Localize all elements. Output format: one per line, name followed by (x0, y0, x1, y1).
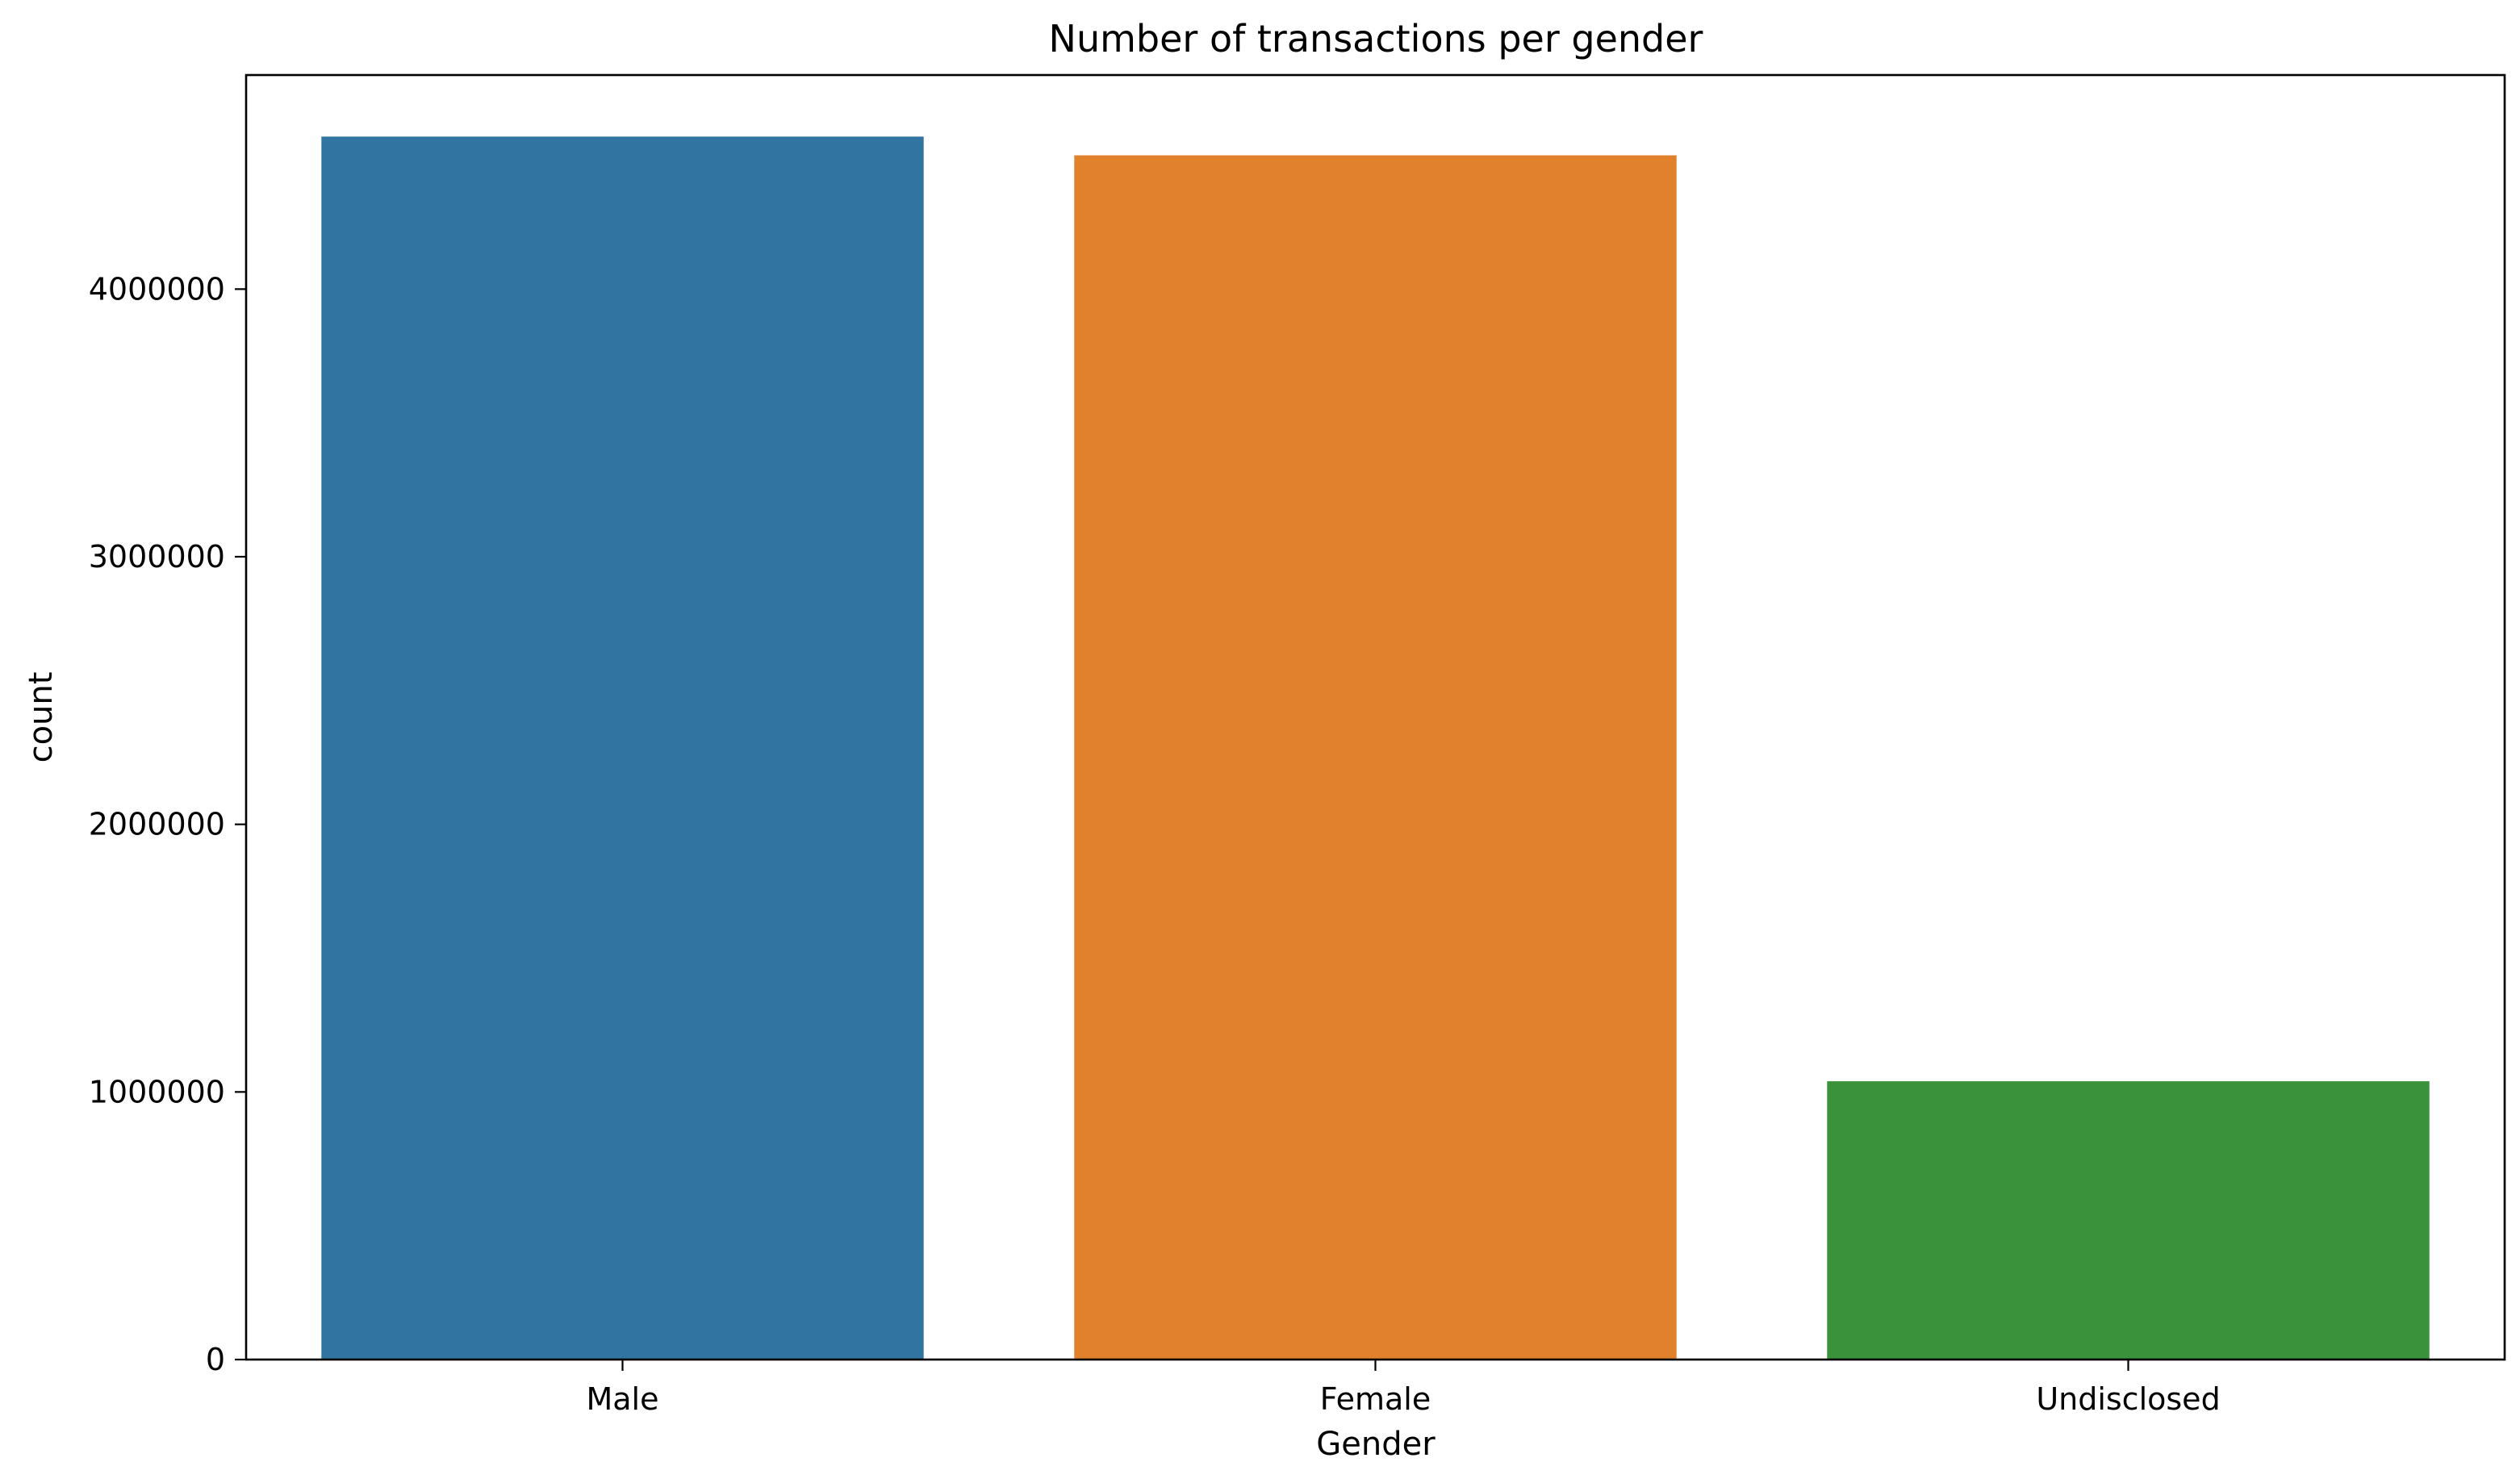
y-tick-label: 3000000 (89, 539, 225, 574)
y-tick-label: 2000000 (89, 807, 225, 842)
bar-male (321, 136, 924, 1360)
y-tick-label: 0 (206, 1342, 225, 1377)
y-axis: 0 1000000 2000000 3000000 4000000 (89, 271, 246, 1377)
x-tick-label: Male (586, 1381, 658, 1417)
bar-female (1074, 155, 1677, 1360)
y-tick-label: 4000000 (89, 271, 225, 307)
x-tick-label: Undisclosed (2036, 1381, 2220, 1417)
bars-layer (321, 136, 2430, 1360)
bar-undisclosed (1827, 1081, 2430, 1360)
chart-title: Number of transactions per gender (1049, 17, 1703, 61)
x-axis: Male Female Undisclosed (586, 1360, 2221, 1417)
x-tick-label: Female (1320, 1381, 1431, 1417)
x-axis-title: Gender (1316, 1426, 1436, 1463)
y-axis-title: count (23, 672, 60, 763)
y-tick-label: 1000000 (89, 1074, 225, 1109)
